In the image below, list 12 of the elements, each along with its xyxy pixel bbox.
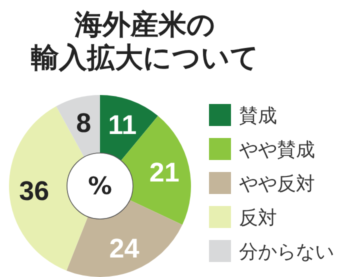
data-label: 36 <box>19 176 50 206</box>
data-label: 24 <box>109 233 140 264</box>
legend-label: 分からない <box>239 241 334 263</box>
chart-title: 海外産米の輸入拡大について <box>30 8 259 74</box>
legend-label: やや反対 <box>239 173 315 195</box>
legend-label: 反対 <box>239 207 277 229</box>
legend-label: やや賛成 <box>239 139 315 161</box>
data-label: 8 <box>76 108 92 138</box>
data-label: 11 <box>108 110 137 140</box>
data-label: 21 <box>149 158 180 188</box>
legend-label: 賛成 <box>239 105 277 127</box>
text: % <box>88 172 112 200</box>
